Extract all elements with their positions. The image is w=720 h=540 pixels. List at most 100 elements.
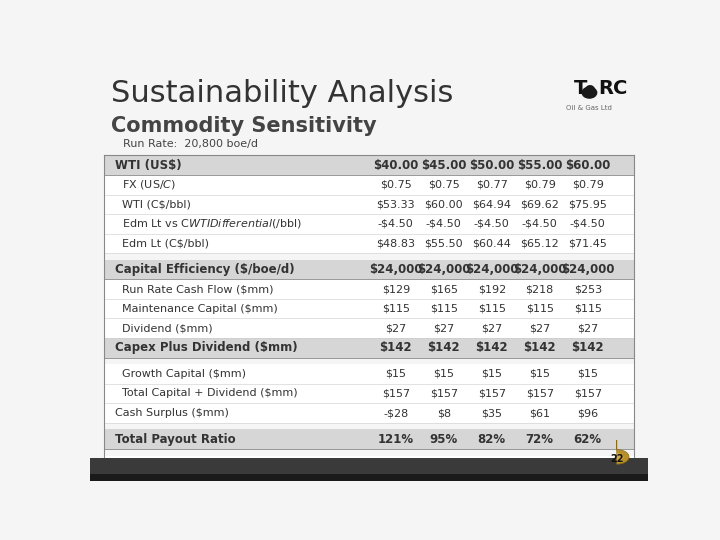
Text: $35: $35 [481,408,503,418]
Text: ●: ● [583,83,595,97]
Text: $40.00: $40.00 [373,159,418,172]
Text: Dividend ($mm): Dividend ($mm) [115,323,212,333]
Text: $15: $15 [577,369,598,379]
Text: Capital Efficiency ($/boe/d): Capital Efficiency ($/boe/d) [115,263,294,276]
Text: $45.00: $45.00 [421,159,467,172]
Text: 1.2x: 1.2x [528,461,552,470]
Text: $24,000: $24,000 [513,263,567,276]
Text: $0.75: $0.75 [380,180,412,190]
Text: Growth Capital ($mm): Growth Capital ($mm) [115,369,246,379]
Text: WTI (US$): WTI (US$) [115,159,181,172]
Text: $15: $15 [385,369,406,379]
Text: Edm Lt (C$/bbl): Edm Lt (C$/bbl) [115,238,209,248]
PathPatch shape [617,444,624,461]
Text: $165: $165 [430,284,458,294]
Text: 82%: 82% [477,433,506,446]
Text: $142: $142 [428,341,460,354]
Text: T: T [575,79,588,98]
Text: Total Capital + Dividend ($mm): Total Capital + Dividend ($mm) [115,388,298,399]
Text: 95%: 95% [430,433,458,446]
Text: $129: $129 [382,284,410,294]
Text: -$4.50: -$4.50 [570,219,606,229]
Text: Run Rate Cash Flow ($mm): Run Rate Cash Flow ($mm) [115,284,274,294]
FancyBboxPatch shape [104,456,634,475]
Text: $142: $142 [475,341,508,354]
Circle shape [582,87,597,98]
Text: $157: $157 [430,388,458,399]
Text: $64.94: $64.94 [472,199,511,210]
Text: $53.33: $53.33 [377,199,415,210]
Text: $157: $157 [574,388,602,399]
Text: Net Debt / Cash Flow (net debt of ~$242mm): Net Debt / Cash Flow (net debt of ~$242m… [115,461,369,470]
Text: $50.00: $50.00 [469,159,515,172]
Text: -$4.50: -$4.50 [378,219,414,229]
Text: $115: $115 [526,303,554,314]
Text: $27: $27 [433,323,454,333]
Text: $115: $115 [478,303,505,314]
FancyBboxPatch shape [104,299,634,319]
FancyBboxPatch shape [104,279,634,299]
Text: $0.75: $0.75 [428,180,459,190]
Text: Run Rate:  20,800 boe/d: Run Rate: 20,800 boe/d [124,139,258,149]
Text: $27: $27 [529,323,550,333]
Text: $157: $157 [382,388,410,399]
FancyBboxPatch shape [104,384,634,403]
FancyBboxPatch shape [104,194,634,214]
Text: 121%: 121% [378,433,414,446]
Text: Sustainability Analysis: Sustainability Analysis [111,79,454,109]
Text: $253: $253 [574,284,602,294]
Text: $60.00: $60.00 [425,199,463,210]
FancyBboxPatch shape [90,458,648,481]
Text: $27: $27 [577,323,598,333]
Text: $96: $96 [577,408,598,418]
Text: $55.00: $55.00 [517,159,562,172]
Text: $55.50: $55.50 [425,238,463,248]
Text: $75.95: $75.95 [568,199,607,210]
Text: Oil & Gas Ltd: Oil & Gas Ltd [567,105,612,111]
FancyBboxPatch shape [104,175,634,194]
Text: Maintenance Capital ($mm): Maintenance Capital ($mm) [115,303,278,314]
Text: $71.45: $71.45 [568,238,607,248]
Text: Edm Lt vs C$ WTI Differential ($/bbl): Edm Lt vs C$ WTI Differential ($/bbl) [115,217,302,231]
FancyBboxPatch shape [104,319,634,338]
Text: Capex Plus Dividend ($mm): Capex Plus Dividend ($mm) [115,341,298,354]
Text: $0.79: $0.79 [524,180,556,190]
Text: 62%: 62% [574,433,602,446]
FancyBboxPatch shape [104,403,634,423]
Text: $157: $157 [526,388,554,399]
FancyBboxPatch shape [104,338,634,357]
Text: -$4.50: -$4.50 [474,219,510,229]
Text: RC: RC [598,79,627,98]
Text: -$28: -$28 [383,408,408,418]
Text: $115: $115 [574,303,602,314]
FancyBboxPatch shape [104,156,634,175]
Text: $218: $218 [526,284,554,294]
Text: $142: $142 [379,341,412,354]
PathPatch shape [617,440,629,464]
Text: -$4.50: -$4.50 [426,219,462,229]
Text: 1.6x: 1.6x [432,461,456,470]
Text: $192: $192 [477,284,506,294]
Text: $48.83: $48.83 [377,238,415,248]
Text: $115: $115 [382,303,410,314]
Text: $8: $8 [437,408,451,418]
FancyBboxPatch shape [104,429,634,449]
Text: $60.00: $60.00 [565,159,611,172]
Text: 1.3x: 1.3x [480,461,504,470]
Text: $27: $27 [385,323,406,333]
Text: $24,000: $24,000 [465,263,518,276]
Text: 72%: 72% [526,433,554,446]
Text: Cash Surplus ($mm): Cash Surplus ($mm) [115,408,229,418]
FancyBboxPatch shape [104,364,634,384]
Text: 2.0x: 2.0x [384,461,408,470]
Text: $15: $15 [481,369,503,379]
Text: Commodity Sensitivity: Commodity Sensitivity [111,116,377,136]
Text: $15: $15 [529,369,550,379]
FancyBboxPatch shape [90,474,648,481]
Text: $24,000: $24,000 [561,263,614,276]
Text: $65.12: $65.12 [521,238,559,248]
Text: $27: $27 [481,323,503,333]
Text: $157: $157 [477,388,506,399]
Text: $24,000: $24,000 [369,263,423,276]
Text: $24,000: $24,000 [417,263,471,276]
